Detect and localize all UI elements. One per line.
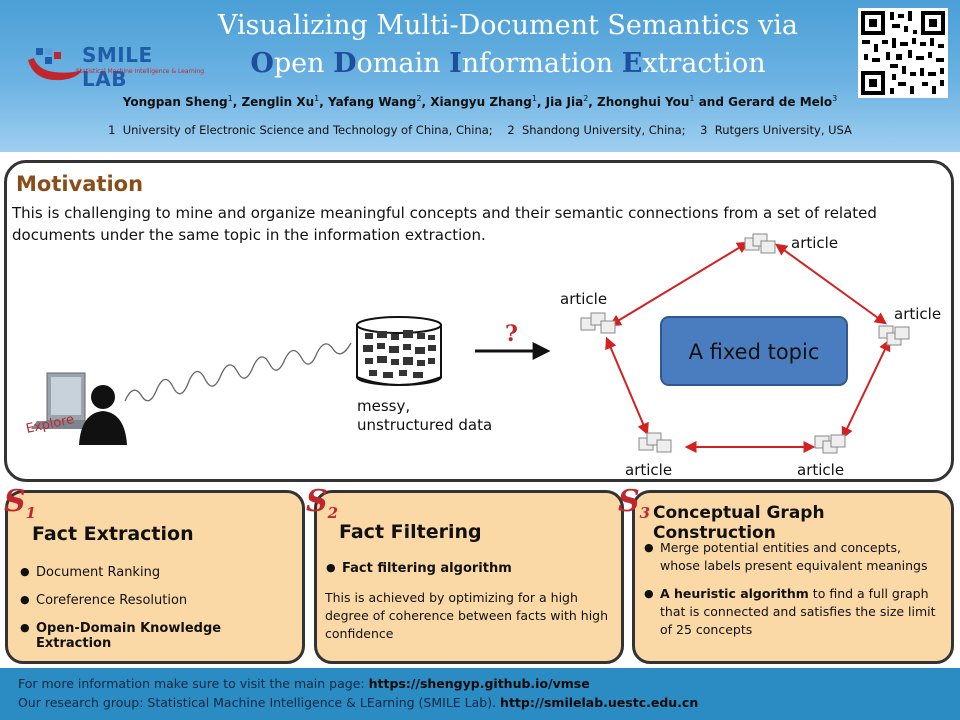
article-label-top: article xyxy=(791,234,838,252)
conceptual-graph-list: Merge potential entities and concepts, w… xyxy=(644,539,944,639)
fact-extraction-panel: Fact Extraction Document Ranking Corefer… xyxy=(5,490,305,664)
motivation-title: Motivation xyxy=(16,172,144,196)
logo-text: SMILE LAB xyxy=(82,43,153,91)
article-label-left: article xyxy=(560,290,607,308)
logo-subtitle: Statistical Machine Intelligence & Learn… xyxy=(76,68,205,75)
list-item: Document Ranking xyxy=(20,565,300,580)
author: Yafang Wang xyxy=(328,95,417,109)
question-mark: ? xyxy=(505,321,518,347)
topic-label: A fixed topic xyxy=(689,340,820,364)
article-label-bottom-left: article xyxy=(625,461,672,479)
document-icon xyxy=(744,233,776,254)
document-cycle xyxy=(605,241,891,453)
fact-extraction-title: Fact Extraction xyxy=(32,523,194,545)
affiliation-number: 3 xyxy=(700,123,708,137)
affiliation: University of Electronic Science and Tec… xyxy=(122,123,493,137)
footer-line-main-page: For more information make sure to visit … xyxy=(18,676,590,691)
poster-header: SMILE LAB Statistical Machine Intelligen… xyxy=(0,0,960,152)
motivation-text: This is challenging to mine and organize… xyxy=(12,204,877,244)
fact-filtering-panel: Fact Filtering Fact filtering algorithm … xyxy=(314,490,624,664)
conceptual-graph-title: Conceptual Graph Construction xyxy=(653,503,825,543)
author: Zenglin Xu xyxy=(241,95,315,109)
document-icon xyxy=(580,312,616,334)
poster-footer: For more information make sure to visit … xyxy=(0,668,960,720)
document-icon xyxy=(814,434,846,454)
author: Yongpan Sheng xyxy=(122,95,228,109)
author: Xiangyu Zhang xyxy=(430,95,532,109)
affiliation-number: 2 xyxy=(507,123,515,137)
list-item: Merge potential entities and concepts, w… xyxy=(644,539,944,575)
list-item: Coreference Resolution xyxy=(20,593,300,608)
title-word-information: Information xyxy=(449,48,614,79)
affiliation-list: 1 University of Electronic Science and T… xyxy=(0,123,960,137)
fact-filtering-description: This is achieved by optimizing for a hig… xyxy=(325,590,609,641)
main-page-link[interactable]: https://shengyp.github.io/vmse xyxy=(368,676,590,691)
title-word-open: Open xyxy=(250,48,325,79)
footer-line-research-group: Our research group: Statistical Machine … xyxy=(18,695,699,710)
conceptual-graph-panel: Conceptual Graph Construction Merge pote… xyxy=(632,490,954,664)
wavy-line xyxy=(124,342,352,402)
document-icon xyxy=(878,325,910,346)
data-label-line1: messy, xyxy=(357,397,410,415)
qr-code-icon[interactable] xyxy=(858,8,948,98)
motivation-diagram: Explore messy, unstructured data ? xyxy=(25,233,941,479)
fact-filtering-title: Fact Filtering xyxy=(339,521,482,543)
author: Zhonghui You xyxy=(597,95,690,109)
section-label-s2: S2 xyxy=(306,484,339,522)
poster-title-line1: Visualizing Multi-Document Semantics via xyxy=(217,10,799,41)
user-computer-icon xyxy=(31,372,127,445)
topic-box xyxy=(660,316,848,386)
affiliation-number: 1 xyxy=(108,123,116,137)
data-label-line2: unstructured data xyxy=(357,416,492,434)
title-word-domain: Domain xyxy=(333,48,441,79)
author: Gerard de Melo xyxy=(728,95,833,109)
poster-title-line2: Open Domain Information Extraction xyxy=(0,48,960,79)
document-icon xyxy=(638,432,672,453)
motivation-section: Motivation This is challenging to mine a… xyxy=(4,160,954,482)
title-word-extraction: Extraction xyxy=(621,48,766,79)
database-icon xyxy=(356,316,442,386)
list-item: A heuristic algorithm to find a full gra… xyxy=(644,585,944,639)
fact-filtering-list: Fact filtering algorithm xyxy=(326,561,616,576)
author-list: Yongpan Sheng1, Zenglin Xu1, Yafang Wang… xyxy=(122,94,838,109)
section-label-s3: S3 xyxy=(618,484,651,522)
affiliation: Rutgers University, USA xyxy=(714,123,852,137)
smile-lab-logo: SMILE LAB Statistical Machine Intelligen… xyxy=(24,40,205,91)
list-item: Open-Domain Knowledge Extraction xyxy=(20,621,300,651)
section-label-s1: S1 xyxy=(4,484,37,522)
fact-extraction-list: Document Ranking Coreference Resolution … xyxy=(20,565,300,664)
lab-website-link[interactable]: http://smilelab.uestc.edu.cn xyxy=(500,695,699,710)
author: Jia Jia xyxy=(545,95,584,109)
article-label-right: article xyxy=(894,305,941,323)
affiliation: Shandong University, China; xyxy=(521,123,686,137)
list-item: Fact filtering algorithm xyxy=(326,561,616,576)
logo-swoosh-icon xyxy=(28,48,82,81)
article-label-bottom-right: article xyxy=(797,461,844,479)
